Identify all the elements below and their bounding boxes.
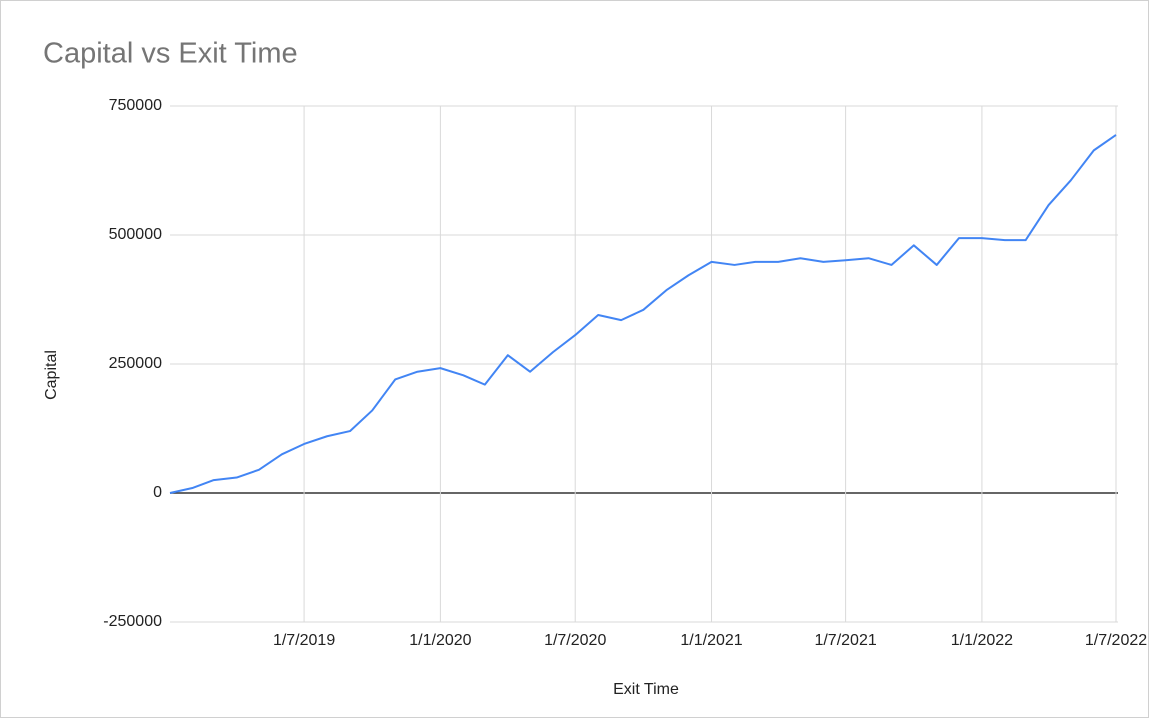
x-tick-label: 1/1/2021 — [680, 632, 742, 649]
x-tick-label: 1/7/2021 — [814, 632, 876, 649]
y-tick-label: 500000 — [109, 226, 162, 243]
x-tick-label: 1/7/2022 — [1085, 632, 1147, 649]
y-tick-label: 0 — [153, 484, 162, 501]
y-axis-title: Capital — [43, 350, 60, 400]
x-tick-label: 1/1/2022 — [951, 632, 1013, 649]
x-tick-label: 1/1/2020 — [409, 632, 471, 649]
y-tick-label: -250000 — [103, 613, 162, 630]
chart-title: Capital vs Exit Time — [43, 38, 298, 70]
x-axis-title: Exit Time — [613, 681, 679, 698]
data-line — [169, 134, 1117, 494]
y-tick-label: 250000 — [109, 355, 162, 372]
x-tick-label: 1/7/2020 — [544, 632, 606, 649]
x-tick-label: 1/7/2019 — [273, 632, 335, 649]
y-tick-label: 750000 — [109, 97, 162, 114]
